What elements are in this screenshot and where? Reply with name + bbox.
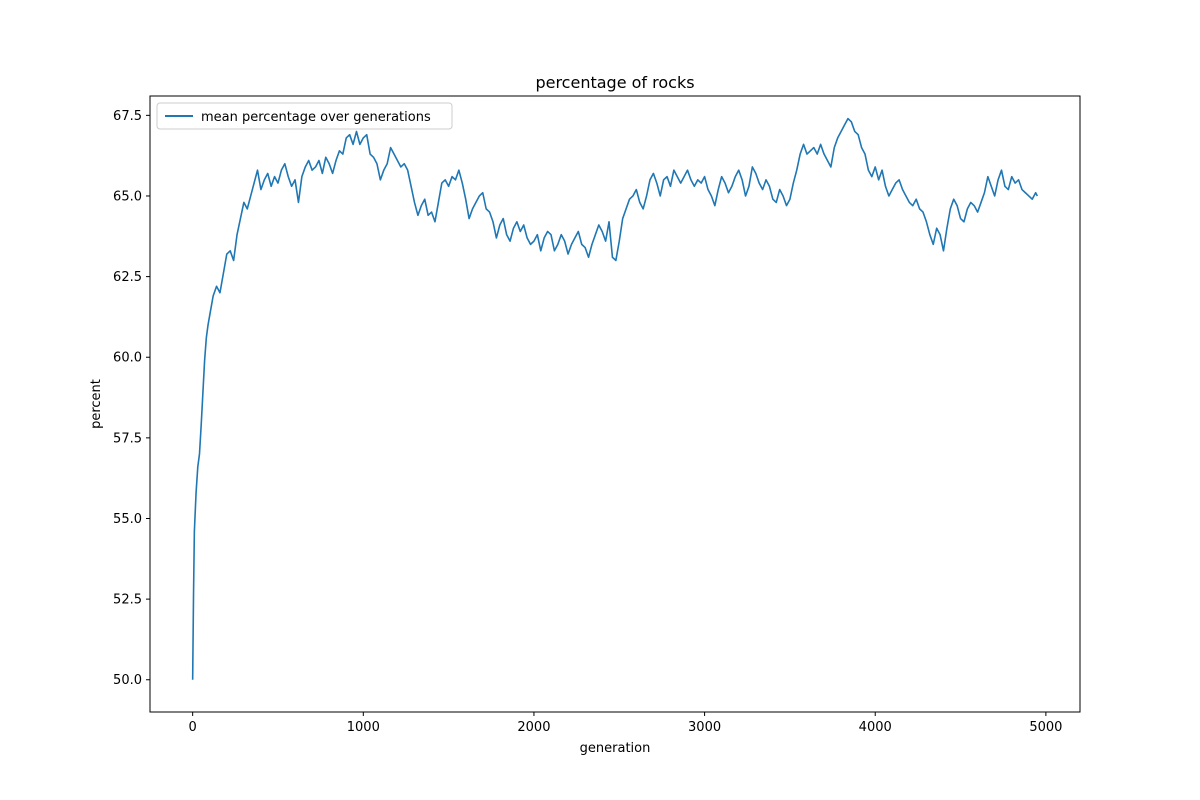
plot-area — [150, 96, 1080, 712]
series-line-0 — [191, 117, 1039, 680]
x-tick-label: 3000 — [688, 720, 721, 735]
y-tick-label: 60.0 — [113, 351, 142, 366]
x-tick-label: 5000 — [1029, 720, 1062, 735]
y-tick-label: 62.5 — [113, 270, 142, 285]
x-tick-label: 4000 — [859, 720, 892, 735]
y-tick-label: 52.5 — [113, 593, 142, 608]
y-tick-label: 55.0 — [113, 512, 142, 527]
legend: mean percentage over generations — [156, 102, 453, 130]
x-tick-label: 0 — [189, 720, 197, 735]
plot-frame — [149, 95, 1081, 713]
y-tick-label: 50.0 — [113, 673, 142, 688]
legend-label: mean percentage over generations — [201, 110, 431, 125]
x-tick-label: 2000 — [517, 720, 550, 735]
y-tick-label: 57.5 — [113, 431, 142, 446]
y-tick-label: 65.0 — [113, 189, 142, 204]
y-tick-label: 67.5 — [113, 109, 142, 124]
legend-box — [156, 102, 453, 130]
x-tick-label: 1000 — [347, 720, 380, 735]
chart-title: percentage of rocks — [535, 73, 694, 92]
y-axis-ticks: 50.0 52.5 55.0 57.5 60.0 62.5 65.0 67.5 — [113, 109, 150, 688]
y-axis-label: percent — [89, 379, 104, 429]
series-layer — [191, 117, 1039, 680]
x-axis-ticks: 0 1000 2000 3000 4000 5000 — [189, 712, 1062, 735]
x-axis-label: generation — [580, 741, 651, 756]
